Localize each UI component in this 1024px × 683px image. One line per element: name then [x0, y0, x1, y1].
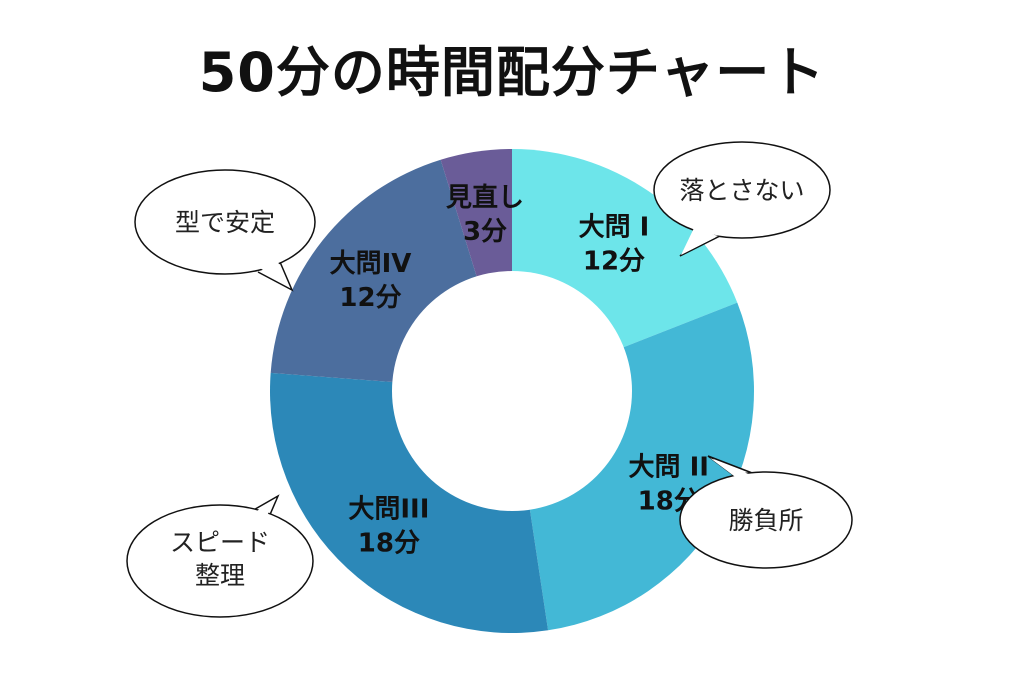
- bubble-shoubudokoro: 勝負所: [679, 455, 853, 569]
- slice-label-1: 大問 II: [629, 453, 709, 483]
- donut-hole: [392, 271, 632, 511]
- bubble-body: [679, 471, 853, 569]
- bubble-katadeantei: 型で安定: [134, 169, 316, 292]
- slice-value-2: 18分: [358, 529, 420, 559]
- annotation-otosanai: 落とさない: [679, 176, 804, 205]
- slice-label-3: 大問IV: [330, 249, 412, 279]
- bubble-body: [134, 169, 316, 275]
- annotation-katadeantei: 型で安定: [175, 208, 275, 237]
- slice-value-0: 12分: [583, 246, 645, 276]
- bubble-body: [126, 504, 314, 618]
- annotation-speed-line2: 整理: [195, 561, 245, 590]
- chart-title: 50分の時間配分チャート: [198, 41, 826, 104]
- annotation-shoubudokoro: 勝負所: [728, 506, 803, 535]
- bubble-speed: スピード 整理: [126, 494, 314, 618]
- slice-label-4: 見直し: [446, 183, 524, 213]
- slice-value-3: 12分: [339, 283, 401, 313]
- slice-label-0: 大問 I: [579, 212, 650, 242]
- slice-label-2: 大問III: [348, 495, 429, 525]
- annotation-speed-line1: スピード: [170, 528, 270, 557]
- slice-value-4: 3分: [463, 217, 507, 247]
- bubble-body: [653, 141, 831, 239]
- bubble-otosanai: 落とさない: [653, 141, 831, 257]
